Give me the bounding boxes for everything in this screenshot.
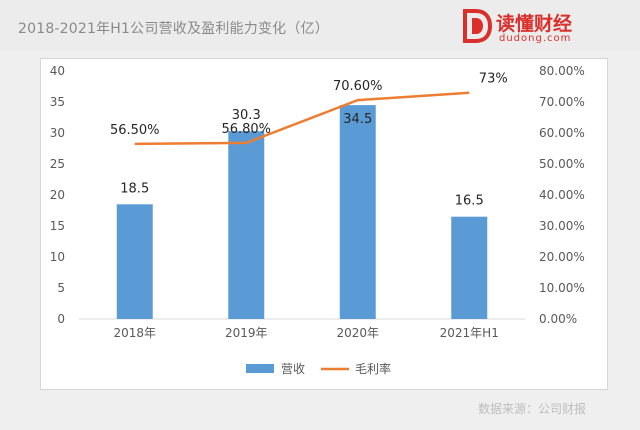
margin-data-label: 70.60% [333, 79, 383, 94]
brand-logo: 读懂财经 dudong.com [462, 8, 592, 46]
page-title: 2018-2021年H1公司营收及盈利能力变化（亿） [18, 21, 329, 37]
x-tick-label: 2018年 [113, 326, 156, 340]
revenue-data-label: 16.5 [455, 194, 484, 209]
y-left-tick-label: 35 [50, 95, 65, 109]
revenue-data-label: 34.5 [343, 112, 372, 127]
margin-data-label: 56.80% [221, 122, 271, 137]
y-left-tick-label: 10 [50, 250, 65, 264]
x-tick-label: 2020年 [336, 326, 379, 340]
logo-domain: dudong.com [499, 33, 572, 44]
margin-data-label: 56.50% [110, 123, 160, 138]
y-right-tick-label: 10.00% [539, 281, 585, 295]
legend-label-margin: 毛利率 [355, 361, 391, 376]
y-right-tick-label: 40.00% [539, 188, 585, 202]
legend-label-revenue: 营收 [281, 362, 305, 376]
y-left-tick-label: 25 [50, 157, 65, 171]
revenue-data-label: 18.5 [120, 181, 149, 196]
x-tick-label: 2019年 [225, 326, 268, 340]
y-left-tick-label: 20 [50, 188, 65, 202]
revenue-bar [116, 204, 153, 319]
revenue-bar [339, 105, 376, 319]
y-right-tick-label: 80.00% [539, 64, 585, 78]
y-left-tick-label: 15 [50, 219, 65, 233]
y-left-tick-label: 0 [57, 312, 65, 326]
y-right-tick-label: 20.00% [539, 250, 585, 264]
y-left-tick-label: 30 [50, 126, 65, 140]
y-right-tick-label: 70.00% [539, 95, 585, 109]
data-source-note: 数据来源：公司财报 [478, 402, 587, 416]
y-right-tick-label: 60.00% [539, 126, 585, 140]
header-bar [0, 0, 640, 50]
revenue-bar [451, 216, 488, 319]
revenue-data-label: 30.3 [232, 108, 261, 123]
margin-data-label: 73% [479, 72, 508, 87]
y-right-tick-label: 50.00% [539, 157, 585, 171]
y-right-tick-label: 30.00% [539, 219, 585, 233]
y-right-tick-label: 0.00% [539, 312, 577, 326]
legend-swatch-revenue [246, 364, 274, 373]
dudong-logo-icon [463, 9, 492, 43]
y-left-tick-label: 40 [50, 64, 65, 78]
x-tick-label: 2021年H1 [440, 326, 499, 340]
y-left-tick-label: 5 [57, 281, 65, 295]
chart-card: 0 5 10 15 20 25 30 35 40 0.00% 10.00% 20.00% 30.00% 4… [40, 58, 608, 390]
logo-name: 读懂财经 [496, 13, 573, 35]
gross-margin-line [134, 91, 470, 146]
revenue-bar [228, 131, 265, 319]
revenue-margin-chart: 0 5 10 15 20 25 30 35 40 0.00% 10.00% 20.00% 30.00% 4… [50, 64, 585, 376]
